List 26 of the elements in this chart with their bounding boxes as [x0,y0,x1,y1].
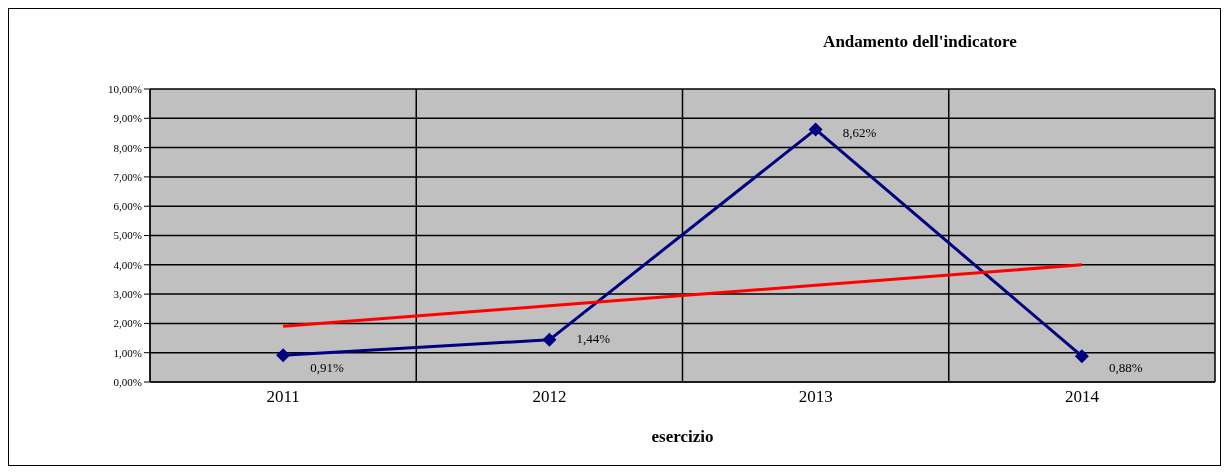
point [276,348,291,363]
y-tick-label: 5,00% [113,229,142,242]
x-tick-label: 2013 [798,387,833,407]
line-series [281,263,1084,328]
x-axis-title: esercizio [651,427,714,446]
y-tick-label: 6,00% [113,200,142,213]
data-label: 1,44% [576,330,611,346]
x-tick-label: 2014 [1064,387,1100,407]
y-tick-label: 3,00% [113,288,142,301]
y-tick-label: 8,00% [113,141,142,154]
point [808,122,823,137]
x-tick-label: 2011 [266,387,300,407]
data-label: 0,91% [310,359,345,375]
x-tick-label: 2012 [532,387,567,407]
y-tick-label: 1,00% [113,346,142,359]
y-tick-label: 7,00% [113,170,142,183]
point [542,332,557,347]
point [1074,349,1089,364]
y-tick-label: 4,00% [113,258,142,271]
y-tick-label: 0,00% [113,375,142,388]
y-tick-label: 9,00% [113,112,142,125]
y-tick-label: 2,00% [113,317,142,330]
data-label: 8,62% [842,125,877,141]
y-tick-label: 10,00% [108,82,142,95]
data-label: 0,88% [1109,359,1143,375]
chart-title: Andamento dell'indicatore [822,32,1018,52]
